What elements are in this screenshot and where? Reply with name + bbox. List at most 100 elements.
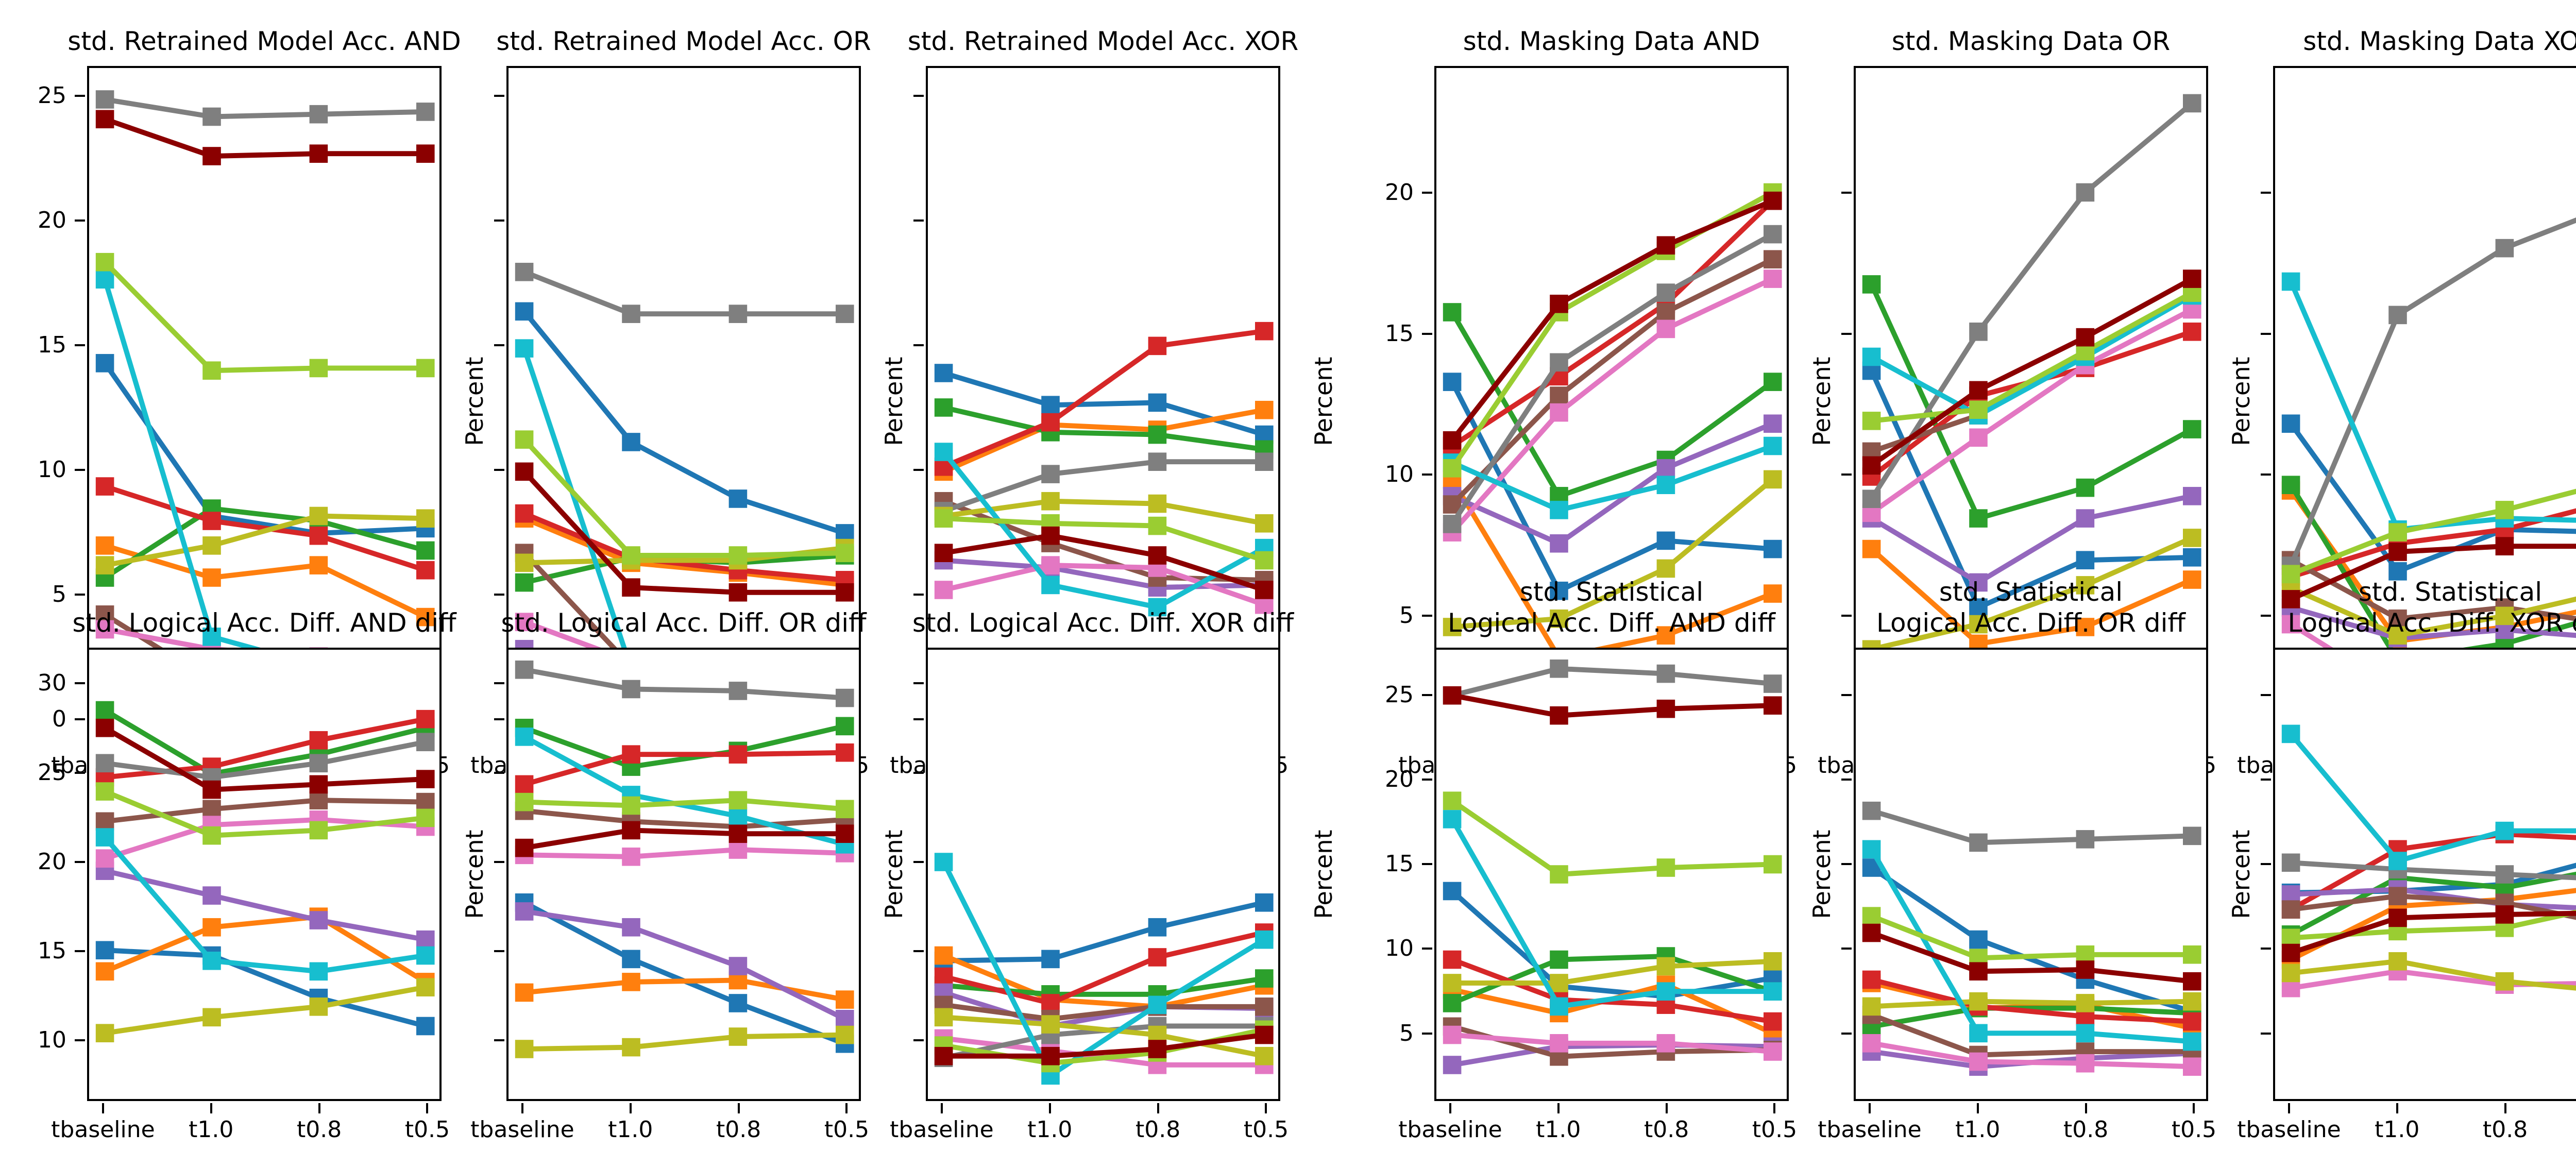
series-marker-GuidedGradCam <box>2076 183 2095 202</box>
y-tick-mark <box>2261 694 2271 696</box>
series-marker-GuidedGradCam <box>1041 465 1060 483</box>
series-marker-LRP-Transformer <box>416 541 435 560</box>
series-line-GradCAM++ <box>103 260 426 374</box>
series-line-LRP-Rollout <box>1450 478 1774 661</box>
series-marker-Deconvolution <box>202 951 221 970</box>
panel-title: std. Retrained Model Acc. OR <box>496 26 871 56</box>
series-line-Deconvolution <box>2289 280 2576 533</box>
series-marker-FeaturePermutation <box>2388 952 2407 971</box>
series-marker-GuidedGradCam <box>1255 452 1274 471</box>
series-marker-GradCAM++ <box>622 546 640 565</box>
plot-area <box>1443 183 1782 667</box>
series-line-LRP-Full <box>522 310 846 536</box>
series-marker-LRP-Full <box>1550 581 1568 600</box>
plot-area <box>1443 659 1782 1074</box>
series-marker-FeaturePermutation <box>1656 957 1675 976</box>
series-marker-Deconvolution <box>2183 1032 2201 1051</box>
y-tick-mark <box>1422 948 1432 950</box>
series-marker-IntegratedGradients <box>2076 509 2095 528</box>
series-marker-FeaturePermutation <box>1764 470 1782 489</box>
series-line-GradCAM++ <box>104 789 426 838</box>
series-line-FeaturePermutation <box>943 498 1265 526</box>
series-marker-Deconvolution <box>416 946 435 965</box>
series-marker-IntegratedGradients <box>1969 573 1988 592</box>
y-axis-label: Percent <box>1808 357 1836 446</box>
plot-panel <box>926 66 1280 737</box>
series-line-LRP-Rollout <box>104 914 427 985</box>
series-marker-FeaturePermutation <box>515 553 534 572</box>
y-tick-mark <box>1422 694 1432 696</box>
series-line-GradCAM <box>2290 544 2576 602</box>
series-marker-Deconvolution <box>2495 821 2514 840</box>
series-marker-FeaturePermutation <box>934 1008 953 1027</box>
series-marker-GradCAM++ <box>1255 551 1274 570</box>
series-marker-KernelSHAP <box>622 847 640 866</box>
series-marker-GradCAM <box>728 583 748 602</box>
series-marker-LRP-Transformer <box>95 701 114 720</box>
series-marker-LRP-Rollout <box>95 962 114 981</box>
x-tick-label: t0.5 <box>404 1117 450 1143</box>
series-marker-FeaturePermutation <box>2076 576 2095 595</box>
series-marker-DeepLift <box>202 800 221 819</box>
series-marker-GradCAM++ <box>1550 865 1568 884</box>
series-line-Deconvolution <box>1869 848 2193 1044</box>
series-marker-LRP-Transformer CLS <box>1862 970 1881 989</box>
series-marker-Deconvolution <box>1862 840 1881 859</box>
series-marker-Deconvolution <box>1148 598 1167 617</box>
series-line-KernelSHAP <box>524 847 845 859</box>
series-marker-GradCAM <box>515 462 534 481</box>
y-tick-label: 30 <box>38 670 66 697</box>
series-marker-GuidedGradCam <box>2076 830 2095 849</box>
series-marker-GradCAM++ <box>515 792 534 811</box>
series-marker-LRP-Full <box>515 302 534 321</box>
series-marker-LRP-Transformer CLS <box>1041 413 1060 432</box>
series-marker-GradCAM++ <box>202 826 221 845</box>
series-marker-FeaturePermutation <box>622 1038 640 1057</box>
series-marker-GuidedGradCam <box>1656 283 1675 302</box>
series-marker-GradCAM++ <box>1656 858 1675 877</box>
series-marker-GradCAM++ <box>309 359 328 378</box>
series-marker-GradCAM <box>2076 328 2095 347</box>
series-marker-Deconvolution <box>95 828 114 847</box>
series-marker-IntegratedGradients <box>1550 534 1568 553</box>
series-marker-GradCAM <box>1656 699 1675 718</box>
series-marker-GradCAM <box>2281 590 2300 608</box>
series-line-GradCAM <box>1870 276 2194 468</box>
x-tick-mark <box>845 1103 848 1113</box>
series-marker-DeepLift <box>2281 900 2300 919</box>
panel-title: std. Logical Acc. Diff. XOR diff <box>912 608 1294 638</box>
series-marker-GradCAM <box>1764 696 1782 715</box>
series-marker-LRP-Full <box>1041 950 1060 969</box>
series-marker-LRP-Full <box>1443 882 1462 901</box>
series-marker-Deconvolution <box>1443 810 1462 828</box>
series-line-GradCAM <box>943 533 1265 593</box>
series-marker-LRP-Rollout <box>309 556 328 574</box>
y-tick-label: 25 <box>38 82 66 109</box>
y-tick-mark <box>1841 332 1852 335</box>
series-marker-GuidedGradCam <box>515 660 534 679</box>
y-tick-mark <box>913 950 924 952</box>
series-marker-FeaturePermutation <box>1148 494 1167 513</box>
series-line-GuidedGradCam <box>523 667 845 701</box>
series-marker-GradCAM <box>1550 294 1568 313</box>
series-marker-GuidedGradCam <box>202 107 221 126</box>
series-marker-GradCAM++ <box>1764 855 1782 874</box>
series-marker-GradCAM <box>309 775 328 794</box>
y-tick-mark <box>1841 779 1852 781</box>
y-tick-mark <box>913 219 924 222</box>
series-marker-GradCAM <box>95 718 114 737</box>
series-marker-Deconvolution <box>934 443 953 461</box>
series-marker-LRP-Full <box>934 364 953 382</box>
series-marker-LRP-Transformer CLS <box>2183 323 2201 341</box>
series-marker-LRP-Full <box>1656 531 1675 550</box>
series-line-GradCAM++ <box>524 798 845 812</box>
series-marker-GradCAM++ <box>2183 945 2201 964</box>
series-line-FeaturePermutation <box>1871 535 2193 652</box>
series-marker-DeepLift <box>1255 997 1274 1016</box>
x-tick-label: t0.8 <box>1644 1117 1689 1143</box>
series-marker-FeaturePermutation <box>2495 606 2514 625</box>
series-marker-LRP-Transformer CLS <box>309 731 328 750</box>
series-marker-LRP-Full <box>2076 551 2095 569</box>
y-tick-mark <box>494 860 504 863</box>
series-marker-FeaturePermutation <box>515 1040 534 1058</box>
